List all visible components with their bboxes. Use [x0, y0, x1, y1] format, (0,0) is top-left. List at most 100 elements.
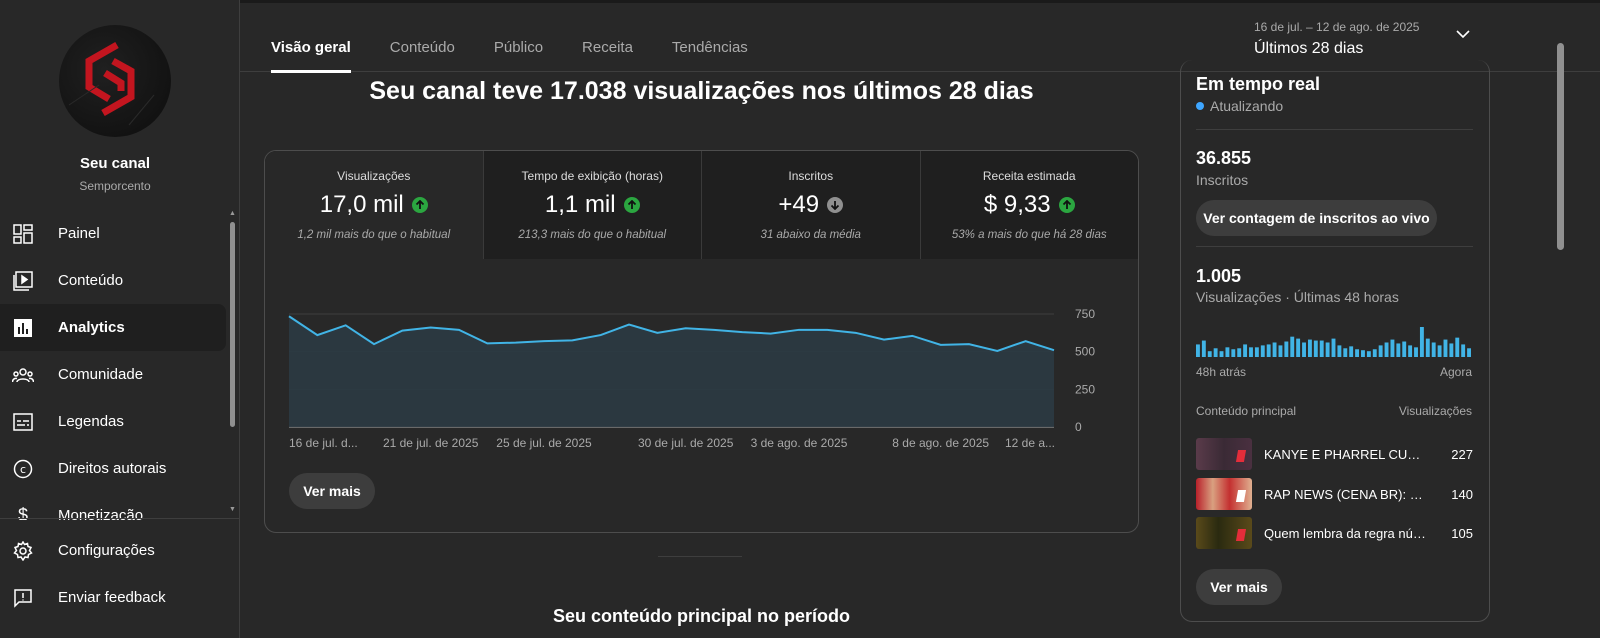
realtime-bar — [1366, 351, 1371, 357]
realtime-bar — [1384, 342, 1389, 357]
section-title: Seu conteúdo principal no período — [552, 606, 850, 626]
sidebar-scrollbar[interactable] — [230, 222, 235, 427]
sidebar-item-label: Direitos autorais — [58, 460, 167, 477]
realtime-bar — [1414, 347, 1418, 357]
metric-inscritos[interactable]: Inscritos +49 31 abaixo da média — [702, 151, 921, 259]
realtime-see-more-button[interactable]: Ver mais — [1196, 569, 1282, 605]
realtime-bar-chart[interactable] — [1196, 310, 1473, 358]
realtime-bar — [1402, 341, 1407, 357]
live-subscriber-count-button[interactable]: Ver contagem de inscritos ao vivo — [1196, 200, 1437, 236]
sidebar-item-configuracoes[interactable]: Configurações — [0, 527, 240, 574]
dollar-icon: $ — [17, 505, 28, 520]
tab-receita[interactable]: Receita — [582, 39, 633, 56]
metric-value: $ 9,33 — [983, 191, 1051, 218]
realtime-bar — [1467, 348, 1471, 357]
views-48h-label: Visualizações · Últimas 48 horas — [1196, 289, 1399, 305]
tab-visao-geral[interactable]: Visão geral — [271, 39, 351, 73]
realtime-bar — [1278, 345, 1283, 357]
scroll-up-arrow[interactable]: ▲ — [229, 210, 236, 217]
sidebar-item-label: Analytics — [58, 319, 125, 336]
sidebar-item-label: Painel — [58, 225, 100, 242]
divider — [658, 556, 742, 557]
realtime-bar — [1455, 337, 1460, 357]
realtime-bar — [1343, 348, 1348, 357]
trend-up-icon — [1058, 197, 1075, 213]
series-line — [288, 315, 1055, 352]
top-content-row[interactable]: RAP NEWS (CENA BR): ENCONTRO 140 — [1196, 478, 1473, 510]
page-scrollbar[interactable] — [1557, 43, 1564, 250]
sidebar-item-analytics[interactable]: Analytics — [0, 304, 226, 351]
sidebar-item-conteudo[interactable]: Conteúdo — [0, 257, 230, 304]
metric-value: 1,1 mil — [544, 191, 616, 218]
realtime-bar — [1207, 351, 1212, 357]
realtime-bar — [1249, 347, 1253, 357]
tab-publico[interactable]: Público — [493, 39, 544, 56]
axis-end-label: Agora — [1439, 365, 1472, 379]
metric-label: Visualizações — [337, 169, 411, 183]
subtitles-icon — [12, 411, 34, 433]
copyright-icon: c — [12, 458, 34, 480]
date-range-picker[interactable]: 16 de jul. – 12 de ago. de 2025 Últimos … — [1254, 20, 1419, 58]
tabs: Visão geral Conteúdo Público Receita Ten… — [271, 39, 787, 73]
page-headline: Seu canal teve 17.038 visualizações nos … — [369, 77, 1034, 105]
sidebar-item-legendas[interactable]: Legendas — [0, 398, 230, 445]
see-more-button[interactable]: Ver mais — [289, 473, 375, 509]
tab-conteudo[interactable]: Conteúdo — [389, 39, 455, 56]
avatar[interactable] — [59, 25, 171, 137]
tab-tendencias[interactable]: Tendências — [671, 39, 748, 56]
top-content-row[interactable]: Quem lembra da regra número 1? 105 — [1196, 517, 1473, 549]
views-header: Visualizações — [1398, 404, 1472, 418]
realtime-bar — [1461, 344, 1466, 357]
realtime-bar — [1443, 339, 1448, 357]
realtime-bar — [1201, 340, 1206, 357]
sidebar-item-enviar-feedback[interactable]: Enviar feedback — [0, 574, 240, 621]
metric-label: Tempo de exibição (horas) — [521, 169, 663, 183]
realtime-bar — [1337, 345, 1342, 357]
metric-value: +49 — [778, 191, 820, 218]
trend-down-icon — [827, 197, 844, 213]
sidebar-item-comunidade[interactable]: Comunidade — [0, 351, 230, 398]
realtime-bar — [1296, 338, 1301, 357]
realtime-bar — [1361, 350, 1365, 357]
channel-name[interactable]: Seu canal — [79, 155, 151, 172]
chevron-down-icon[interactable] — [1456, 29, 1470, 39]
video-views: 105 — [1451, 525, 1473, 541]
metric-note: 31 abaixo da média — [760, 229, 861, 241]
realtime-bar — [1266, 344, 1271, 357]
metric-note: 1,2 mil mais do que o habitual — [297, 229, 451, 241]
metric-value-row: $ 9,33 — [921, 191, 1139, 219]
subscriber-label: Inscritos — [1196, 172, 1249, 188]
realtime-bar — [1213, 348, 1218, 357]
gear-icon — [12, 540, 34, 562]
y-tick-label: 750 — [1075, 307, 1095, 321]
video-views: 227 — [1451, 446, 1473, 462]
scroll-down-arrow[interactable]: ▼ — [229, 506, 236, 513]
sidebar-item-label: Enviar feedback — [58, 589, 166, 606]
realtime-bar — [1225, 347, 1230, 357]
realtime-bar — [1254, 347, 1259, 357]
realtime-bar — [1408, 345, 1413, 357]
realtime-bar — [1419, 327, 1424, 357]
top-content-row[interactable]: KANYE E PHARREL CURTINDO JUNTOS 227 — [1196, 438, 1473, 470]
sidebar-item-painel[interactable]: Painel — [0, 210, 230, 257]
metric-tabs: Visualizações 17,0 mil 1,2 mil mais do q… — [265, 151, 1138, 259]
community-icon — [12, 364, 34, 386]
realtime-title: Em tempo real — [1196, 74, 1321, 94]
realtime-bar — [1390, 339, 1395, 357]
x-tick-label: 21 de jul. de 2025 — [383, 436, 479, 450]
realtime-bar — [1349, 346, 1354, 357]
video-thumbnail — [1196, 517, 1252, 549]
x-tick-label: 3 de ago. de 2025 — [751, 436, 848, 450]
metric-receita[interactable]: Receita estimada $ 9,33 53% a mais do qu… — [921, 151, 1139, 259]
svg-text:c: c — [20, 463, 26, 476]
realtime-bar — [1307, 339, 1312, 357]
metric-visualizacoes[interactable]: Visualizações 17,0 mil 1,2 mil mais do q… — [265, 151, 484, 259]
sidebar-item-direitos-autorais[interactable]: c Direitos autorais — [0, 445, 230, 492]
metric-tempo-exibicao[interactable]: Tempo de exibição (horas) 1,1 mil 213,3 … — [484, 151, 702, 259]
shorts-icon — [1235, 529, 1247, 541]
metric-label: Inscritos — [788, 169, 834, 183]
sidebar: Seu canal Semporcento Painel Conteúdo An… — [0, 0, 240, 638]
views-line-chart[interactable]: 0 250 500 750 16 de jul. d... 21 de jul. de 2… — [265, 259, 1139, 459]
sidebar-item-monetizacao[interactable]: $ Monetização — [0, 492, 230, 520]
channel-handle: Semporcento — [79, 179, 151, 193]
